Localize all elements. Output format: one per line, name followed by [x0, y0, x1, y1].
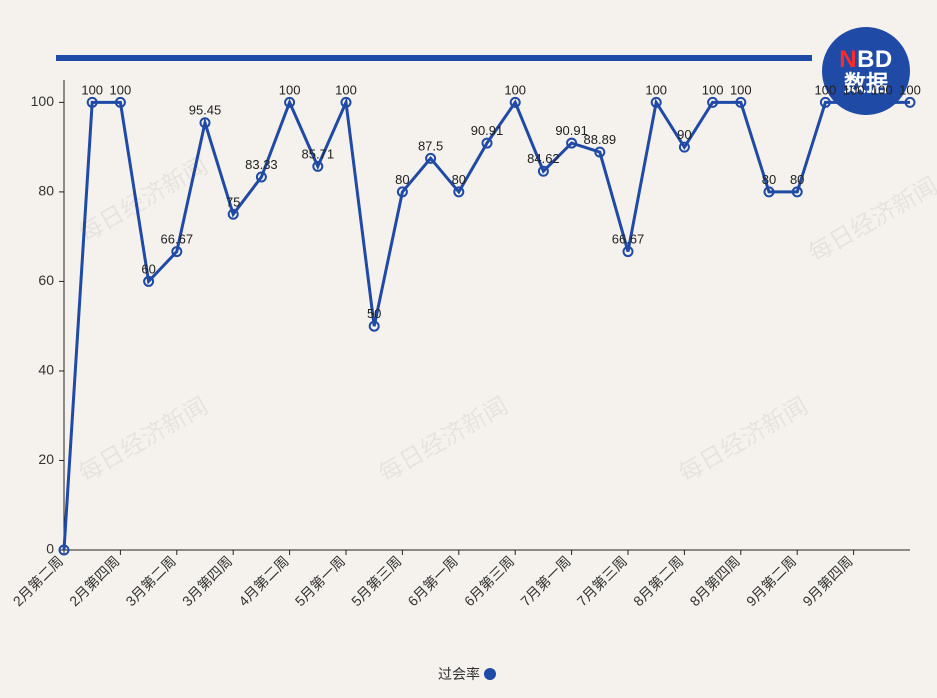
value-label: 100 [645, 82, 667, 97]
value-label: 100 [843, 82, 865, 97]
value-label: 80 [762, 172, 776, 187]
value-label: 66.67 [161, 232, 194, 247]
value-label: 100 [871, 82, 893, 97]
value-label: 85.71 [302, 146, 335, 161]
x-tick-label: 8月第二周 [630, 553, 686, 609]
x-tick-label: 6月第一周 [404, 553, 460, 609]
value-label: 100 [730, 82, 752, 97]
y-tick-label: 20 [38, 451, 54, 467]
value-label: 95.45 [189, 103, 222, 118]
value-label: 100 [815, 82, 837, 97]
value-label: 100 [81, 82, 103, 97]
x-tick-label: 7月第三周 [574, 553, 630, 609]
x-tick-label: 9月第四周 [799, 553, 855, 609]
y-tick-label: 60 [38, 272, 54, 288]
x-tick-label: 3月第四周 [179, 553, 235, 609]
y-tick-label: 80 [38, 183, 54, 199]
legend-marker [484, 668, 496, 680]
x-tick-label: 2月第二周 [10, 553, 66, 609]
x-tick-label: 7月第一周 [517, 553, 573, 609]
value-label: 66.67 [612, 232, 645, 247]
y-tick-label: 100 [31, 93, 55, 109]
value-label: 80 [395, 172, 409, 187]
y-tick-label: 40 [38, 362, 54, 378]
value-label: 100 [279, 82, 301, 97]
x-tick-label: 9月第二周 [743, 553, 799, 609]
value-label: 50 [367, 306, 381, 321]
value-label: 100 [899, 82, 921, 97]
x-tick-label: 4月第二周 [235, 553, 291, 609]
value-label: 80 [452, 172, 466, 187]
value-label: 84.62 [527, 151, 560, 166]
value-label: 88.89 [584, 132, 617, 147]
value-label: 83.33 [245, 157, 278, 172]
value-label: 100 [110, 82, 132, 97]
value-label: 100 [335, 82, 357, 97]
x-tick-label: 5月第三周 [348, 553, 404, 609]
value-label: 80 [790, 172, 804, 187]
value-label: 75 [226, 194, 240, 209]
line-chart: 0204060801002月第二周2月第四周3月第二周3月第四周4月第二周5月第… [0, 0, 937, 698]
value-label: 60 [141, 261, 155, 276]
value-label: 90 [677, 127, 691, 142]
x-tick-label: 3月第二周 [122, 553, 178, 609]
value-label: 90.91 [471, 123, 504, 138]
value-label: 100 [702, 82, 724, 97]
series-line [64, 102, 910, 550]
value-label: 87.5 [418, 138, 443, 153]
x-tick-label: 2月第四周 [66, 553, 122, 609]
x-tick-label: 5月第一周 [292, 553, 348, 609]
value-label: 100 [504, 82, 526, 97]
x-tick-label: 8月第四周 [686, 553, 742, 609]
legend-label: 过会率 [438, 664, 480, 684]
x-tick-label: 6月第三周 [461, 553, 517, 609]
legend: 过会率 [438, 664, 496, 684]
